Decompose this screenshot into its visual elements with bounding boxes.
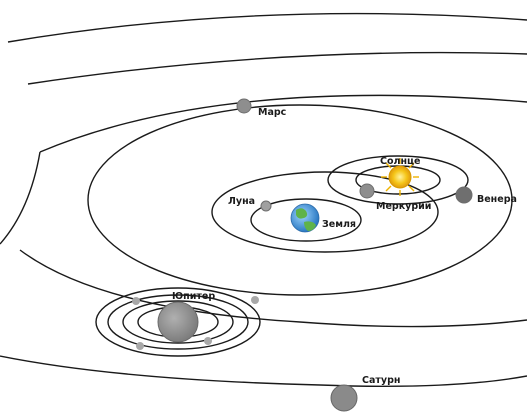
saturn-planet xyxy=(330,384,358,412)
moon-body xyxy=(260,200,272,212)
venus-label: Венера xyxy=(477,194,517,205)
outer-orbit-2 xyxy=(27,51,527,85)
jupiter-moon-3 xyxy=(136,342,144,350)
jupiter-orbit-2 xyxy=(107,294,249,350)
jupiter-moon-1 xyxy=(132,297,140,305)
earth-orbit xyxy=(211,171,439,253)
jupiter-planet xyxy=(157,301,199,343)
sun-label: Солнце xyxy=(380,156,421,167)
venus-orbit xyxy=(327,155,469,205)
mars-orbit xyxy=(87,104,513,296)
sun-icon xyxy=(381,158,419,196)
outer-orbit-3 xyxy=(0,94,527,245)
earth-label: Земля xyxy=(322,219,356,230)
venus-planet xyxy=(455,186,473,204)
mercury-planet xyxy=(359,183,375,199)
jupiter-moon-2 xyxy=(251,296,259,304)
jupiter-label: Юпитер xyxy=(172,291,215,302)
outer-orbit-4 xyxy=(19,249,527,328)
earth-icon xyxy=(290,203,320,233)
moon-label: Луна xyxy=(228,196,255,207)
outer-orbit-1 xyxy=(7,12,527,43)
moon-orbit xyxy=(250,198,362,242)
jupiter-orbit-3 xyxy=(122,300,234,344)
outer-orbit-5 xyxy=(0,355,527,388)
jupiter-orbit-1 xyxy=(95,287,261,357)
mercury-label: Меркурий xyxy=(376,201,431,212)
mars-label: Марс xyxy=(258,107,286,118)
saturn-label: Сатурн xyxy=(362,375,400,386)
mars-planet xyxy=(236,98,252,114)
jupiter-moon-4 xyxy=(204,337,212,345)
